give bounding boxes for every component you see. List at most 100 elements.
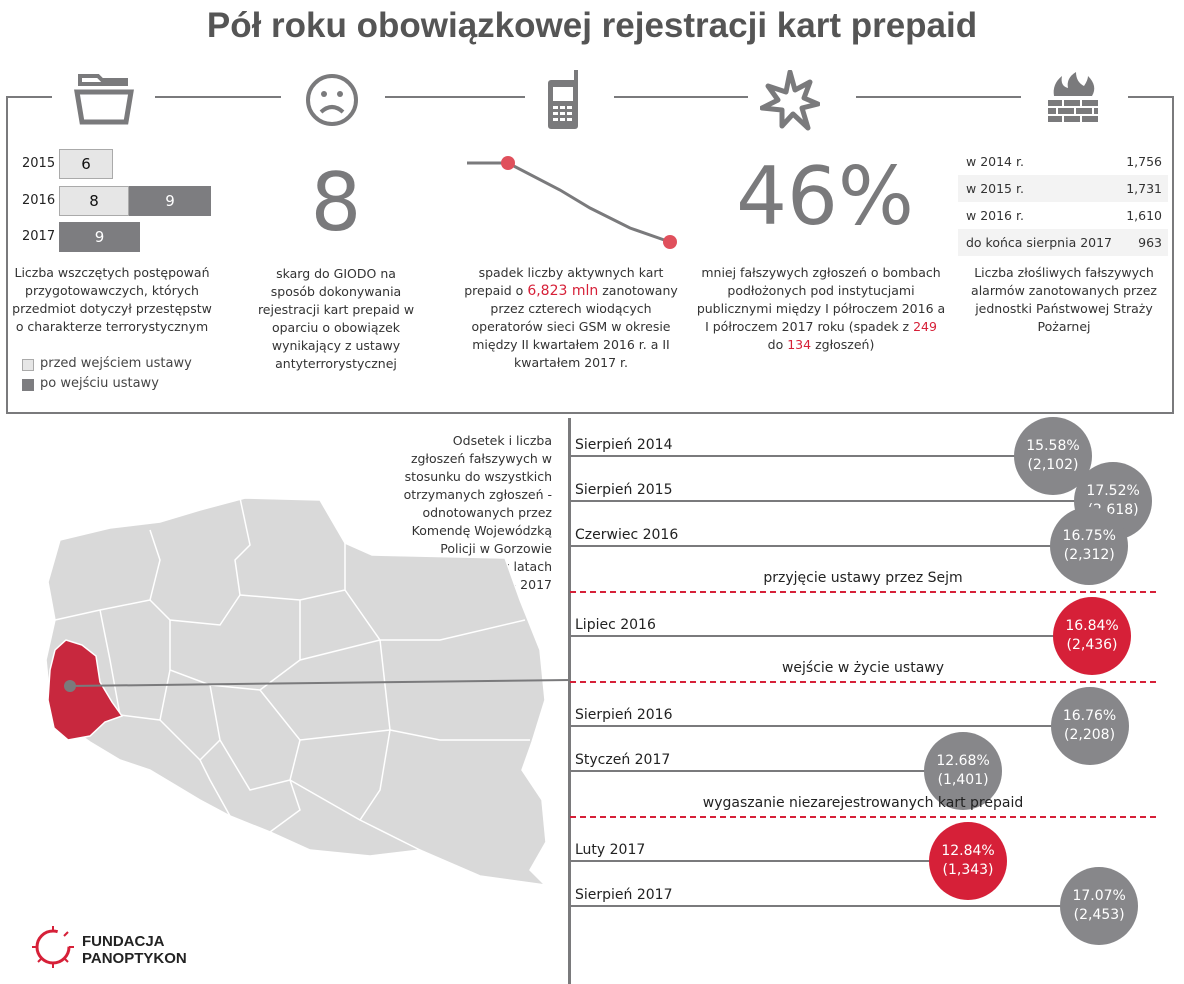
- page-title: Pół roku obowiązkowej rejestracji kart p…: [206, 6, 978, 45]
- year-label: 2015: [22, 156, 56, 171]
- panoptykon-logo-icon: [32, 926, 74, 968]
- timeline-row-line: [570, 905, 1100, 907]
- timeline-bubble: 12.68% (1,401): [924, 732, 1003, 810]
- lubuskie-region: [47, 639, 124, 741]
- event-divider: [570, 816, 1156, 818]
- event-label: wygaszanie niezarejestrowanych kart prep…: [702, 795, 1024, 811]
- timeline-row-line: [570, 860, 969, 862]
- alarms-caption: Liczba złośliwych fałszywych alarmów zan…: [971, 265, 1157, 334]
- bubble-percent: 12.68%: [936, 753, 990, 769]
- map-connector-line: [69, 679, 570, 687]
- timeline-row-label: Sierpień 2014: [575, 437, 673, 453]
- firewall-icon: [1048, 72, 1098, 122]
- folder-icon: [74, 74, 134, 125]
- frame-divider: [8, 96, 52, 98]
- timeline-row-line: [570, 725, 1090, 727]
- timeline-row-label: Styczeń 2017: [575, 752, 671, 768]
- legend-swatch-after: [22, 379, 34, 391]
- table-row: do końca sierpnia 2017 963: [958, 229, 1168, 256]
- frame-divider: [1172, 96, 1174, 414]
- timeline-axis: [568, 418, 571, 984]
- bubble-percent: 17.52%: [1086, 483, 1140, 499]
- bombs-caption: mniej fałszywych zgłoszeń o bombach podł…: [696, 264, 946, 354]
- active-cards-sparkline: [467, 156, 677, 249]
- caption-text: mniej fałszywych zgłoszeń o bombach podł…: [696, 265, 946, 334]
- bubble-percent: 12.84%: [941, 843, 995, 859]
- mobile-phone-icon: [548, 70, 578, 129]
- timeline-row-label: Sierpień 2015: [575, 482, 673, 498]
- bar-before: 6: [59, 149, 113, 179]
- timeline-bubble: 17.07% (2,453): [1060, 867, 1139, 945]
- bubble-count: (1,343): [942, 862, 994, 878]
- timeline-row-label: Lipiec 2016: [575, 617, 656, 633]
- panoptykon-logo-text: FUNDACJA PANOPTYKON: [82, 933, 187, 967]
- timeline-row-line: [570, 545, 1090, 547]
- row-label: w 2016 r.: [966, 208, 1024, 223]
- table-row: w 2016 r. 1,610: [958, 202, 1168, 229]
- bubble-count: (2,102): [1027, 457, 1079, 473]
- sparkline-end-point: [663, 235, 677, 249]
- giodo-caption: skarg do GIODO na sposób dokonywania rej…: [257, 266, 415, 371]
- timeline-row-line: [570, 635, 1093, 637]
- bubble-percent: 15.58%: [1026, 438, 1080, 454]
- caption-text: spadek liczby aktywnych kart prepaid o: [464, 265, 664, 298]
- timeline-bubble: 16.75% (2,312): [1050, 507, 1129, 585]
- legend-after: po wejściu ustawy: [40, 376, 159, 391]
- giodo-value: 8: [310, 156, 362, 249]
- timeline-row-label: Sierpień 2016: [575, 707, 673, 723]
- row-value: 963: [1138, 235, 1162, 250]
- frame-divider: [614, 96, 748, 98]
- row-label: do końca sierpnia 2017: [966, 235, 1113, 250]
- year-label: 2017: [22, 229, 56, 244]
- region-borders: [54, 497, 530, 851]
- bubble-count: (2,208): [1064, 727, 1116, 743]
- frame-divider: [856, 96, 1021, 98]
- legend-before: przed wejściem ustawy: [40, 356, 192, 371]
- cards-highlight: 6,823 mln: [527, 283, 599, 299]
- table-row: w 2015 r. 1,731: [958, 175, 1168, 202]
- event-divider: [570, 681, 1156, 683]
- sad-face-icon: [306, 74, 358, 126]
- bubble-percent: 16.75%: [1062, 528, 1116, 544]
- bubble-count: (2,436): [1066, 637, 1118, 653]
- poland-outline: [45, 497, 548, 887]
- logo-line: FUNDACJA: [82, 933, 165, 950]
- timeline-row-label: Czerwiec 2016: [575, 527, 679, 543]
- proceedings-caption: Liczba wszczętych postępowań przygotowaw…: [12, 265, 212, 334]
- row-value: 1,756: [1126, 154, 1162, 169]
- poland-map: [45, 497, 570, 887]
- timeline-bubble: 16.76% (2,208): [1050, 687, 1129, 765]
- cards-caption: spadek liczby aktywnych kart prepaid o 6…: [462, 264, 680, 372]
- bombs-value: 46%: [736, 150, 914, 243]
- row-value: 1,610: [1126, 208, 1162, 223]
- gorzow-marker: [64, 680, 76, 692]
- event-label: wejście w życie ustawy: [781, 660, 945, 676]
- year-label: 2016: [22, 193, 56, 208]
- timeline-bubble: 16.84% (2,436): [1053, 597, 1132, 675]
- bombs-from: 249: [913, 319, 937, 334]
- bubble-percent: 16.76%: [1062, 708, 1117, 724]
- bombs-to: 134: [787, 337, 812, 352]
- timeline-row-line: [570, 770, 964, 772]
- logo-line: PANOPTYKON: [82, 950, 187, 967]
- frame-divider: [1128, 96, 1174, 98]
- frame-divider: [385, 96, 525, 98]
- timeline-bubble: 12.84% (1,343): [929, 822, 1008, 900]
- sparkline-line: [467, 161, 671, 244]
- caption-text: do: [767, 337, 788, 352]
- bubble-percent: 17.07%: [1072, 888, 1126, 904]
- row-value: 1,731: [1126, 181, 1162, 196]
- legend-swatch-before: [22, 359, 34, 371]
- bar-after: 9: [129, 186, 211, 216]
- sparkline-start-point: [501, 156, 515, 170]
- bubble-count: (2,312): [1063, 547, 1115, 563]
- row-label: w 2015 r.: [966, 181, 1024, 196]
- caption-text: zanotowany przez czterech wiodących oper…: [471, 283, 678, 370]
- row-label: w 2014 r.: [966, 154, 1024, 169]
- frame-divider: [6, 412, 1174, 414]
- bar-before: 8: [59, 186, 129, 216]
- frame-divider: [155, 96, 281, 98]
- caption-text: zgłoszeń): [811, 337, 875, 352]
- timeline-row-line: [570, 500, 1114, 502]
- explosion-icon: [760, 70, 820, 131]
